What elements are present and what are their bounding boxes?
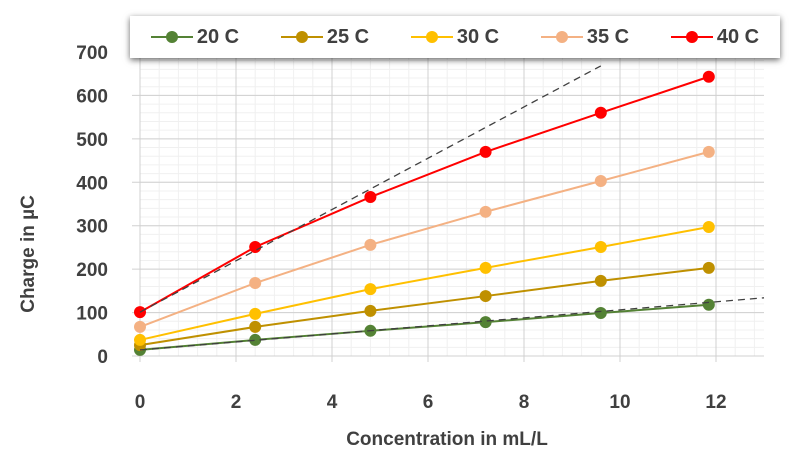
data-point [594,274,607,287]
x-tick-label: 0 [135,392,146,413]
x-tick-label: 6 [423,392,434,413]
data-point [702,70,715,83]
data-point [479,145,492,158]
legend-item: 25 C [280,25,370,49]
data-point [249,320,262,333]
y-axis-label: Charge in µC [18,195,39,313]
series-line [139,266,709,347]
series-line [139,226,709,341]
series-line [139,150,710,328]
data-point [702,298,715,311]
trendline [139,65,602,313]
data-point [594,307,607,320]
y-tick-label: 300 [76,217,108,238]
data-point [249,240,262,253]
data-point [594,106,607,119]
legend-marker-icon [150,31,193,43]
data-point [479,290,492,303]
legend-marker-icon [670,31,713,43]
y-tick-label: 600 [76,86,108,107]
y-tick-label: 500 [76,130,108,151]
data-point [134,333,146,346]
x-tick-label: 2 [231,392,242,413]
data-point [479,261,492,274]
y-tick-label: 700 [76,43,108,64]
legend-label: 30 C [456,25,500,48]
data-point [364,238,377,251]
legend-marker-icon [410,31,453,43]
y-tick-label: 400 [76,173,108,194]
trendline [139,297,765,351]
series-line [139,75,710,314]
legend: 20 C 25 C 30 C 35 C 40 C [130,16,780,58]
data-point [702,261,715,274]
legend-marker-icon [280,31,323,43]
legend-label: 25 C [326,25,370,48]
data-point [249,333,262,346]
data-point [594,240,607,253]
legend-item: 40 C [670,25,760,49]
legend-item: 30 C [410,25,500,49]
data-point [702,145,715,158]
x-tick-label: 12 [705,392,726,413]
data-point [249,277,262,290]
legend-item: 35 C [540,25,630,49]
data-point [702,221,715,234]
y-tick-label: 200 [76,260,108,281]
data-point [594,174,607,187]
x-tick-label: 4 [327,392,338,413]
data-point [249,307,262,320]
data-point [134,320,146,333]
data-point [364,191,377,204]
legend-label: 40 C [716,25,760,48]
data-point [364,283,377,296]
x-tick-label: 10 [609,392,630,413]
data-point [479,316,492,329]
legend-marker-icon [540,31,583,43]
y-tick-label: 0 [97,347,108,368]
y-tick-label: 100 [76,304,108,325]
legend-label: 20 C [196,25,240,48]
data-point [479,205,492,218]
x-axis-label: Concentration in mL/L [346,429,548,450]
legend-label: 35 C [586,25,630,48]
legend-item: 20 C [150,25,240,49]
data-point [364,304,377,317]
x-tick-label: 8 [519,392,530,413]
